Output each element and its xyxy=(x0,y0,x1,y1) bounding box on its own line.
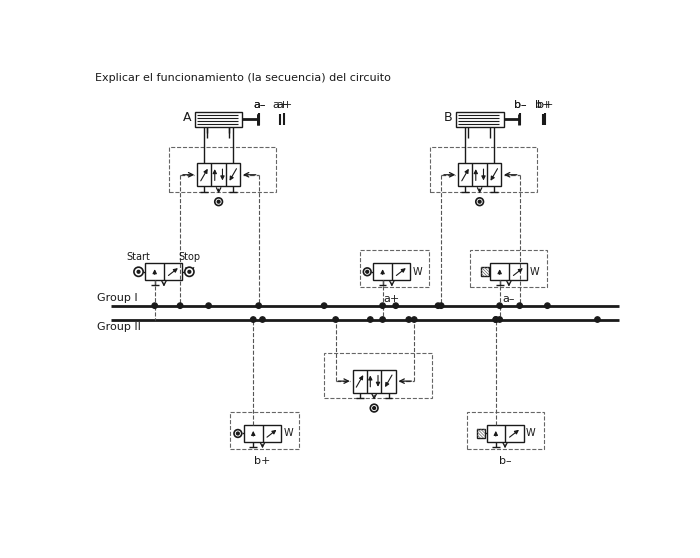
Circle shape xyxy=(137,271,140,273)
Circle shape xyxy=(234,430,241,437)
Circle shape xyxy=(493,317,498,322)
Circle shape xyxy=(497,317,503,322)
Circle shape xyxy=(363,268,371,276)
Circle shape xyxy=(380,317,385,322)
Circle shape xyxy=(406,317,412,322)
Bar xyxy=(197,163,240,186)
Circle shape xyxy=(478,200,481,203)
Bar xyxy=(373,263,410,280)
Bar xyxy=(491,263,527,280)
Circle shape xyxy=(260,317,265,322)
Text: a–: a– xyxy=(253,100,266,110)
Text: W: W xyxy=(530,267,539,277)
Circle shape xyxy=(366,271,369,273)
Circle shape xyxy=(438,303,444,309)
Circle shape xyxy=(412,317,417,322)
Bar xyxy=(230,412,300,449)
Text: b–: b– xyxy=(514,100,527,110)
Bar xyxy=(456,112,503,127)
Text: Group II: Group II xyxy=(97,322,141,332)
Bar xyxy=(169,147,276,192)
Text: b+: b+ xyxy=(535,100,551,110)
Bar xyxy=(430,147,538,192)
Bar xyxy=(360,250,429,287)
Bar xyxy=(458,163,501,186)
Text: A: A xyxy=(183,111,192,124)
Text: Explicar el funcionamiento (la secuencia) del circuito: Explicar el funcionamiento (la secuencia… xyxy=(95,73,391,83)
Circle shape xyxy=(217,200,220,203)
Circle shape xyxy=(373,407,375,410)
Circle shape xyxy=(517,303,522,309)
Text: Start: Start xyxy=(127,252,150,262)
Circle shape xyxy=(321,303,327,309)
Circle shape xyxy=(497,303,503,309)
Text: b–: b– xyxy=(498,456,512,466)
Circle shape xyxy=(185,267,194,276)
Circle shape xyxy=(206,303,211,309)
Bar xyxy=(470,250,547,287)
Circle shape xyxy=(237,432,239,435)
Text: W: W xyxy=(284,429,293,439)
Circle shape xyxy=(215,198,223,205)
Circle shape xyxy=(177,303,183,309)
Text: a+: a+ xyxy=(384,294,400,304)
Bar xyxy=(353,369,396,393)
Circle shape xyxy=(380,303,385,309)
Text: a–: a– xyxy=(503,294,515,304)
Text: a–: a– xyxy=(253,100,266,110)
Circle shape xyxy=(493,317,498,322)
Text: a+: a+ xyxy=(276,100,292,110)
Circle shape xyxy=(134,267,143,276)
Circle shape xyxy=(256,303,261,309)
Text: b–: b– xyxy=(514,100,527,110)
Bar xyxy=(195,112,242,127)
Bar xyxy=(324,353,432,398)
Text: W: W xyxy=(526,429,536,439)
Circle shape xyxy=(370,404,378,412)
Bar xyxy=(486,425,524,442)
Circle shape xyxy=(188,271,190,273)
Circle shape xyxy=(368,317,373,322)
Circle shape xyxy=(435,303,441,309)
Bar xyxy=(146,263,183,280)
Text: Group I: Group I xyxy=(97,294,138,304)
Circle shape xyxy=(595,317,600,322)
Text: B: B xyxy=(444,111,453,124)
Text: a+: a+ xyxy=(272,100,288,110)
Bar xyxy=(477,429,485,438)
Bar xyxy=(466,412,543,449)
Bar xyxy=(481,267,489,276)
Circle shape xyxy=(152,303,158,309)
Text: W: W xyxy=(185,267,195,277)
Circle shape xyxy=(393,303,398,309)
Text: Stop: Stop xyxy=(178,252,200,262)
Circle shape xyxy=(476,198,484,205)
Circle shape xyxy=(251,317,256,322)
Text: W: W xyxy=(413,267,422,277)
Circle shape xyxy=(333,317,338,322)
Circle shape xyxy=(545,303,550,309)
Bar xyxy=(244,425,281,442)
Text: b+: b+ xyxy=(537,100,553,110)
Text: b+: b+ xyxy=(254,456,271,466)
